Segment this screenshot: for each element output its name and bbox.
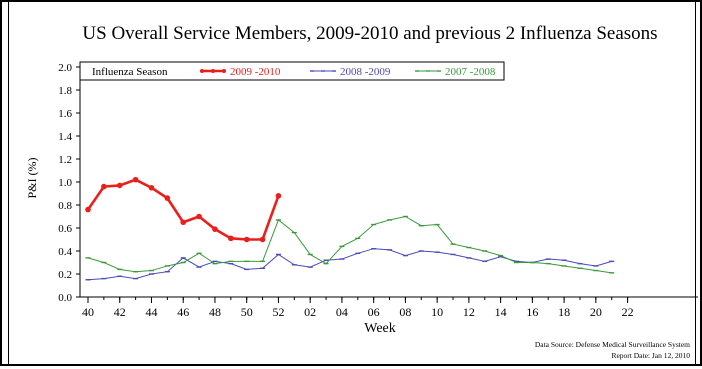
chart-title: US Overall Service Members, 2009-2010 an… — [82, 23, 657, 44]
x-tick-label: 40 — [82, 305, 94, 319]
legend: Influenza Season 2009 -2010 2008 -2009 200… — [79, 61, 505, 81]
data-point — [212, 226, 218, 232]
x-tick-label: 12 — [463, 305, 475, 319]
series-line — [86, 178, 280, 241]
x-tick-label: 18 — [558, 305, 570, 319]
data-point — [196, 213, 202, 220]
data-point — [132, 176, 139, 183]
x-tick-label: 50 — [241, 305, 253, 319]
report-date: Report Date: Jan 12, 2010 — [611, 351, 690, 360]
x-tick-label: 10 — [431, 305, 443, 319]
data-point — [164, 195, 171, 201]
x-tick-label: 04 — [336, 305, 348, 319]
x-tick-label: 48 — [209, 305, 221, 319]
data-point — [101, 183, 107, 190]
axes: 0.0 0.2 0.4 0.6 0.8 1.0 1.2 1.4 1.6 1.8 2.0 40 42 44 4… — [58, 62, 698, 319]
y-tick-label: 1.4 — [58, 131, 72, 143]
y-tick-label: 0.4 — [58, 246, 72, 258]
x-tick-label: 20 — [590, 305, 602, 319]
x-tick-label: 08 — [399, 305, 411, 319]
legend-title: Influenza Season — [92, 66, 168, 78]
legend-box — [79, 61, 505, 81]
x-tick-label: 46 — [177, 305, 189, 319]
plot-area — [85, 176, 615, 281]
series-line — [87, 248, 612, 281]
data-point — [148, 184, 155, 191]
x-tick-label: 06 — [368, 305, 380, 319]
legend-label: 2007 -2008 — [445, 66, 496, 78]
chart: US Overall Service Members, 2009-2010 an… — [25, 23, 698, 360]
data-point — [180, 219, 187, 226]
y-tick-label: 0.0 — [58, 292, 72, 304]
data-point — [116, 182, 123, 189]
x-axis-label: Week — [364, 321, 396, 336]
series-2008-2009 — [85, 247, 615, 281]
x-tick-label: 14 — [495, 305, 507, 319]
y-tick-label: 1.6 — [58, 108, 72, 120]
data-point — [85, 206, 91, 213]
y-tick-label: 1.8 — [58, 85, 72, 97]
y-tick-label: 0.2 — [58, 269, 72, 281]
legend-marker — [200, 69, 204, 73]
legend-label: 2008 -2009 — [340, 66, 391, 78]
y-tick-label: 1.2 — [58, 154, 72, 166]
series-2007-2008 — [85, 215, 615, 274]
y-tick-label: 2.0 — [58, 62, 72, 74]
series-2009-2010 — [85, 176, 282, 243]
x-tick-label: 42 — [114, 305, 126, 319]
data-point — [259, 236, 266, 243]
x-tick-label: 52 — [272, 305, 284, 319]
legend-marker — [222, 69, 226, 73]
data-point — [275, 193, 282, 199]
legend-marker — [211, 69, 215, 73]
data-point — [243, 236, 250, 243]
y-axis-label: P&I (%) — [25, 158, 39, 199]
y-tick-label: 1.0 — [58, 177, 72, 189]
x-tick-label: 44 — [145, 305, 157, 319]
y-tick-label: 0.6 — [58, 223, 72, 235]
legend-label: 2009 -2010 — [230, 66, 281, 78]
y-tick-label: 0.8 — [58, 200, 72, 212]
data-source: Data Source: Defense Medical Surveillanc… — [535, 340, 690, 349]
data-point — [228, 235, 234, 242]
x-tick-label: 16 — [526, 305, 538, 319]
series-line — [87, 215, 612, 274]
x-tick-label: 22 — [622, 305, 634, 319]
x-tick-label: 02 — [304, 305, 316, 319]
